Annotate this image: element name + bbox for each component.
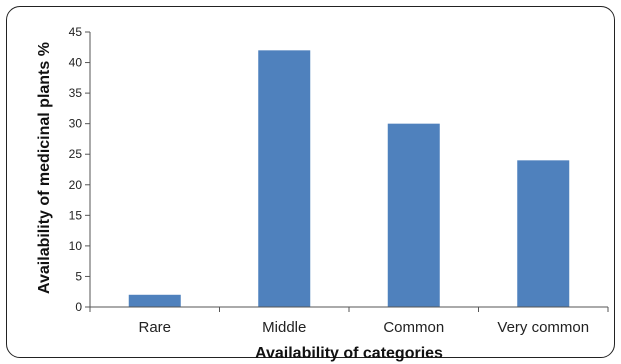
y-tick-label: 25 [69,147,83,161]
y-tick-label: 45 [69,25,83,39]
bar-rare [128,294,181,307]
x-axis-categories: Rare Middle Common Very common [89,307,609,336]
y-axis-ticks: 0 5 10 15 20 25 30 35 40 45 [69,25,90,314]
y-axis-title: Availability of medicinal plants % [36,42,53,294]
bars [128,50,570,308]
y-tick-label: 30 [69,117,83,131]
y-tick-label: 20 [69,178,83,192]
x-category-label: Very common [497,319,589,336]
x-category-label: Middle [262,319,306,336]
x-category-label: Common [383,319,444,336]
bar-middle [258,50,311,307]
y-tick-label: 15 [69,208,83,222]
x-category-label: Rare [138,319,171,336]
y-tick-label: 10 [69,239,83,253]
y-tick-label: 35 [69,86,83,100]
bar-very-common [517,160,570,307]
y-tick-label: 0 [75,300,82,314]
bar-common [387,123,440,308]
chart-frame [6,6,615,358]
y-tick-label: 40 [69,56,83,70]
x-axis-title: Availability of categories [255,345,443,362]
y-tick-label: 5 [75,269,82,283]
